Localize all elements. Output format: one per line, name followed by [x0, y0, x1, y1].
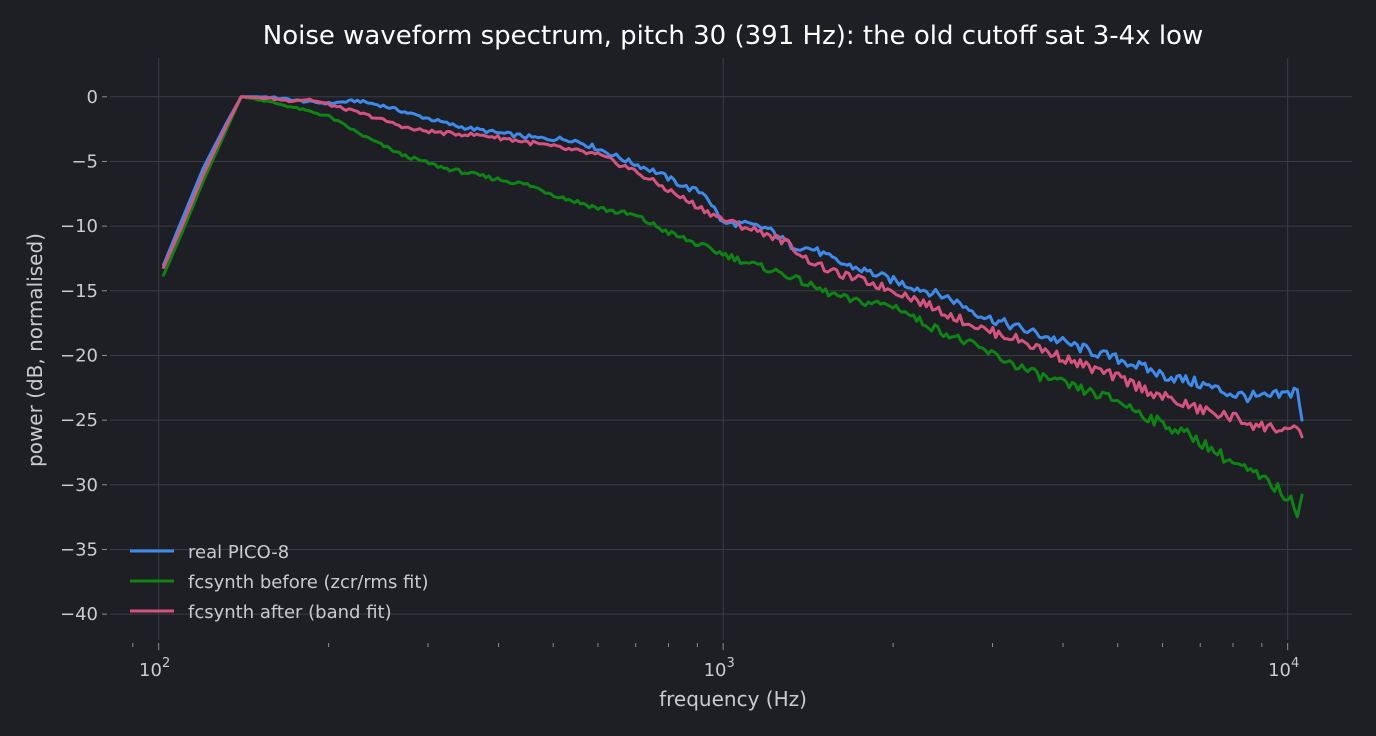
series-line-2 — [162, 95, 1304, 439]
legend: real PICO-8 fcsynth before (zcr/rms fit)… — [130, 542, 428, 623]
y-tick-label: −25 — [60, 410, 98, 431]
y-tick-label: −15 — [60, 281, 98, 302]
legend-label-real-pico8: real PICO-8 — [188, 542, 289, 563]
series-lines — [162, 95, 1304, 519]
x-tick-label: 103 — [704, 656, 735, 681]
y-tick-label: −5 — [71, 151, 98, 172]
y-tick-label: −10 — [60, 216, 98, 237]
y-tick-label: −30 — [60, 475, 98, 496]
grid-lines — [110, 58, 1352, 640]
y-tick-label: −40 — [60, 604, 98, 625]
x-tick-label: 104 — [1268, 656, 1299, 681]
legend-label-fcsynth-before: fcsynth before (zcr/rms fit) — [188, 572, 428, 593]
x-axis-label: frequency (Hz) — [659, 687, 807, 711]
y-axis-label: power (dB, normalised) — [23, 233, 47, 467]
series-line-1 — [162, 95, 1304, 519]
y-tick-label: 0 — [87, 87, 98, 108]
y-tick-label: −35 — [60, 539, 98, 560]
legend-label-fcsynth-after: fcsynth after (band fit) — [188, 602, 392, 623]
chart-title: Noise waveform spectrum, pitch 30 (391 H… — [263, 21, 1203, 51]
y-tick-label: −20 — [60, 345, 98, 366]
axis-ticks: 0 −5 −10 −15 −20 −25 −30 −35 −40 102 103 104 — [60, 87, 1299, 681]
x-tick-label: 102 — [139, 656, 170, 681]
series-line-0 — [162, 95, 1304, 422]
